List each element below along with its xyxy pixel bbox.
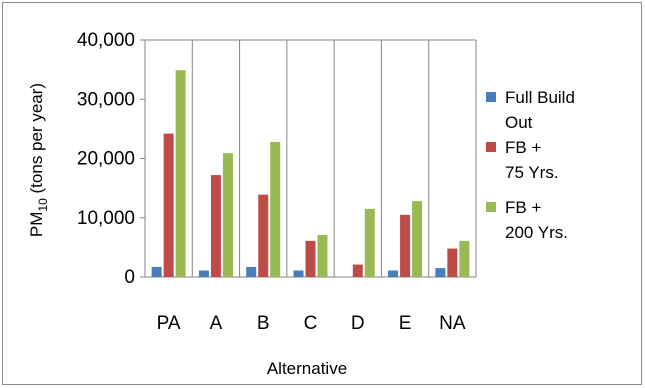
bar — [412, 201, 423, 277]
y-axis-title-suffix: (tons per year) — [27, 83, 46, 198]
bar — [364, 208, 375, 277]
bar — [163, 133, 174, 277]
bar — [210, 175, 221, 277]
bar — [246, 266, 257, 277]
bar — [270, 141, 281, 277]
legend-label: FB + — [505, 138, 541, 157]
y-tick-label: 0 — [124, 267, 135, 288]
y-axis-title-prefix: PM — [27, 212, 46, 238]
bar — [305, 240, 316, 277]
chart-frame — [2, 2, 642, 385]
bar — [293, 270, 304, 277]
legend-label: Full Build — [505, 88, 575, 107]
bar — [198, 270, 209, 277]
bar — [258, 194, 269, 277]
y-tick-label: 40,000 — [77, 30, 135, 51]
bar — [151, 266, 162, 277]
x-tick-label: NA — [439, 313, 466, 334]
legend-swatch — [486, 142, 496, 152]
bar — [317, 234, 328, 277]
plot-area: 0 10,000 20,000 30,000 40,000 PA A B C D E NA — [77, 30, 477, 334]
bar — [459, 240, 470, 277]
x-tick-label: C — [304, 313, 318, 334]
y-tick-label: 20,000 — [77, 149, 135, 170]
bar — [447, 248, 458, 277]
legend-label: 200 Yrs. — [505, 223, 568, 242]
y-axis-title: PM10 (tons per year) — [27, 83, 50, 237]
legend-label: 75 Yrs. — [505, 163, 559, 182]
bar — [175, 70, 186, 277]
bar — [435, 268, 446, 277]
legend-swatch — [486, 92, 496, 102]
x-tick-label: B — [257, 313, 270, 334]
y-tick-label: 30,000 — [77, 89, 135, 110]
legend-swatch — [486, 202, 496, 212]
bar — [352, 264, 363, 277]
y-tick-label: 10,000 — [77, 208, 135, 229]
x-tick-label: A — [210, 313, 223, 334]
bar — [222, 153, 233, 277]
x-axis-title: Alternative — [267, 359, 347, 378]
legend: Full Build Out FB + 75 Yrs. FB + 200 Yrs. — [486, 88, 575, 242]
x-tick-label: E — [399, 313, 412, 334]
y-axis-title-subscript: 10 — [36, 198, 50, 212]
x-tick-label: D — [351, 313, 365, 334]
legend-label: FB + — [505, 198, 541, 217]
legend-label: Out — [505, 113, 533, 132]
bar — [400, 214, 411, 277]
bar — [388, 270, 399, 277]
x-tick-label: PA — [157, 313, 181, 334]
